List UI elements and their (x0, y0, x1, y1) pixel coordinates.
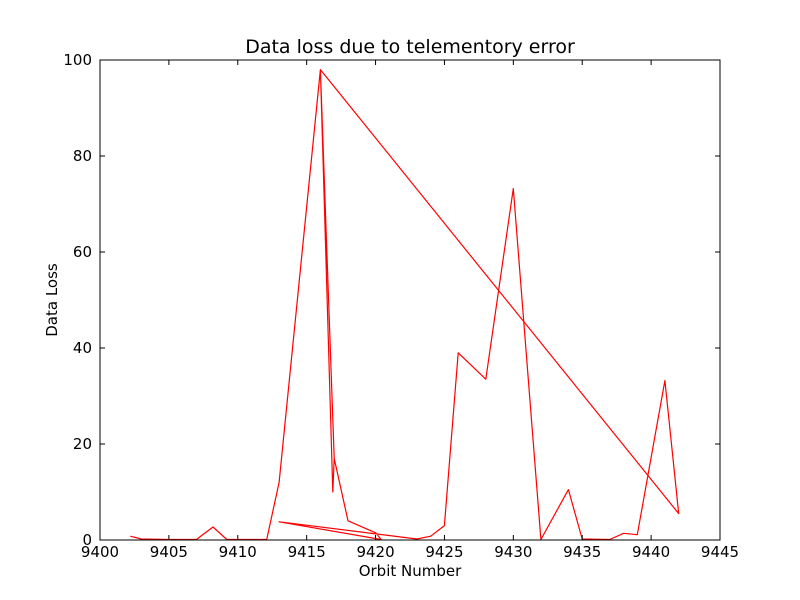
x-tick-label: 9435 (563, 543, 601, 561)
x-tick-label: 9400 (81, 543, 119, 561)
y-tick-label: 40 (73, 339, 92, 357)
x-tick-label: 9415 (288, 543, 326, 561)
plot-background (100, 60, 720, 540)
chart-title: Data loss due to telementory error (245, 36, 575, 58)
x-tick-label: 9410 (219, 543, 257, 561)
x-tick-label: 9445 (701, 543, 739, 561)
x-tick-label: 9440 (632, 543, 670, 561)
y-axis-ticks: 0 20 40 60 80 100 (63, 51, 720, 549)
x-tick-label: 9420 (356, 543, 394, 561)
x-tick-label: 9405 (150, 543, 188, 561)
y-tick-label: 60 (73, 243, 92, 261)
y-tick-label: 100 (63, 51, 92, 69)
y-tick-label: 20 (73, 435, 92, 453)
y-tick-label: 0 (82, 531, 92, 549)
x-tick-label: 9425 (425, 543, 463, 561)
x-axis-label: Orbit Number (359, 562, 462, 580)
x-tick-label: 9430 (494, 543, 532, 561)
y-axis-label: Data Loss (43, 263, 61, 337)
x-axis-ticks: 9400 9405 9410 9415 9420 9425 9430 9435 9440 9445 (81, 60, 739, 561)
y-tick-label: 80 (73, 147, 92, 165)
plot-frame (99, 59, 721, 541)
